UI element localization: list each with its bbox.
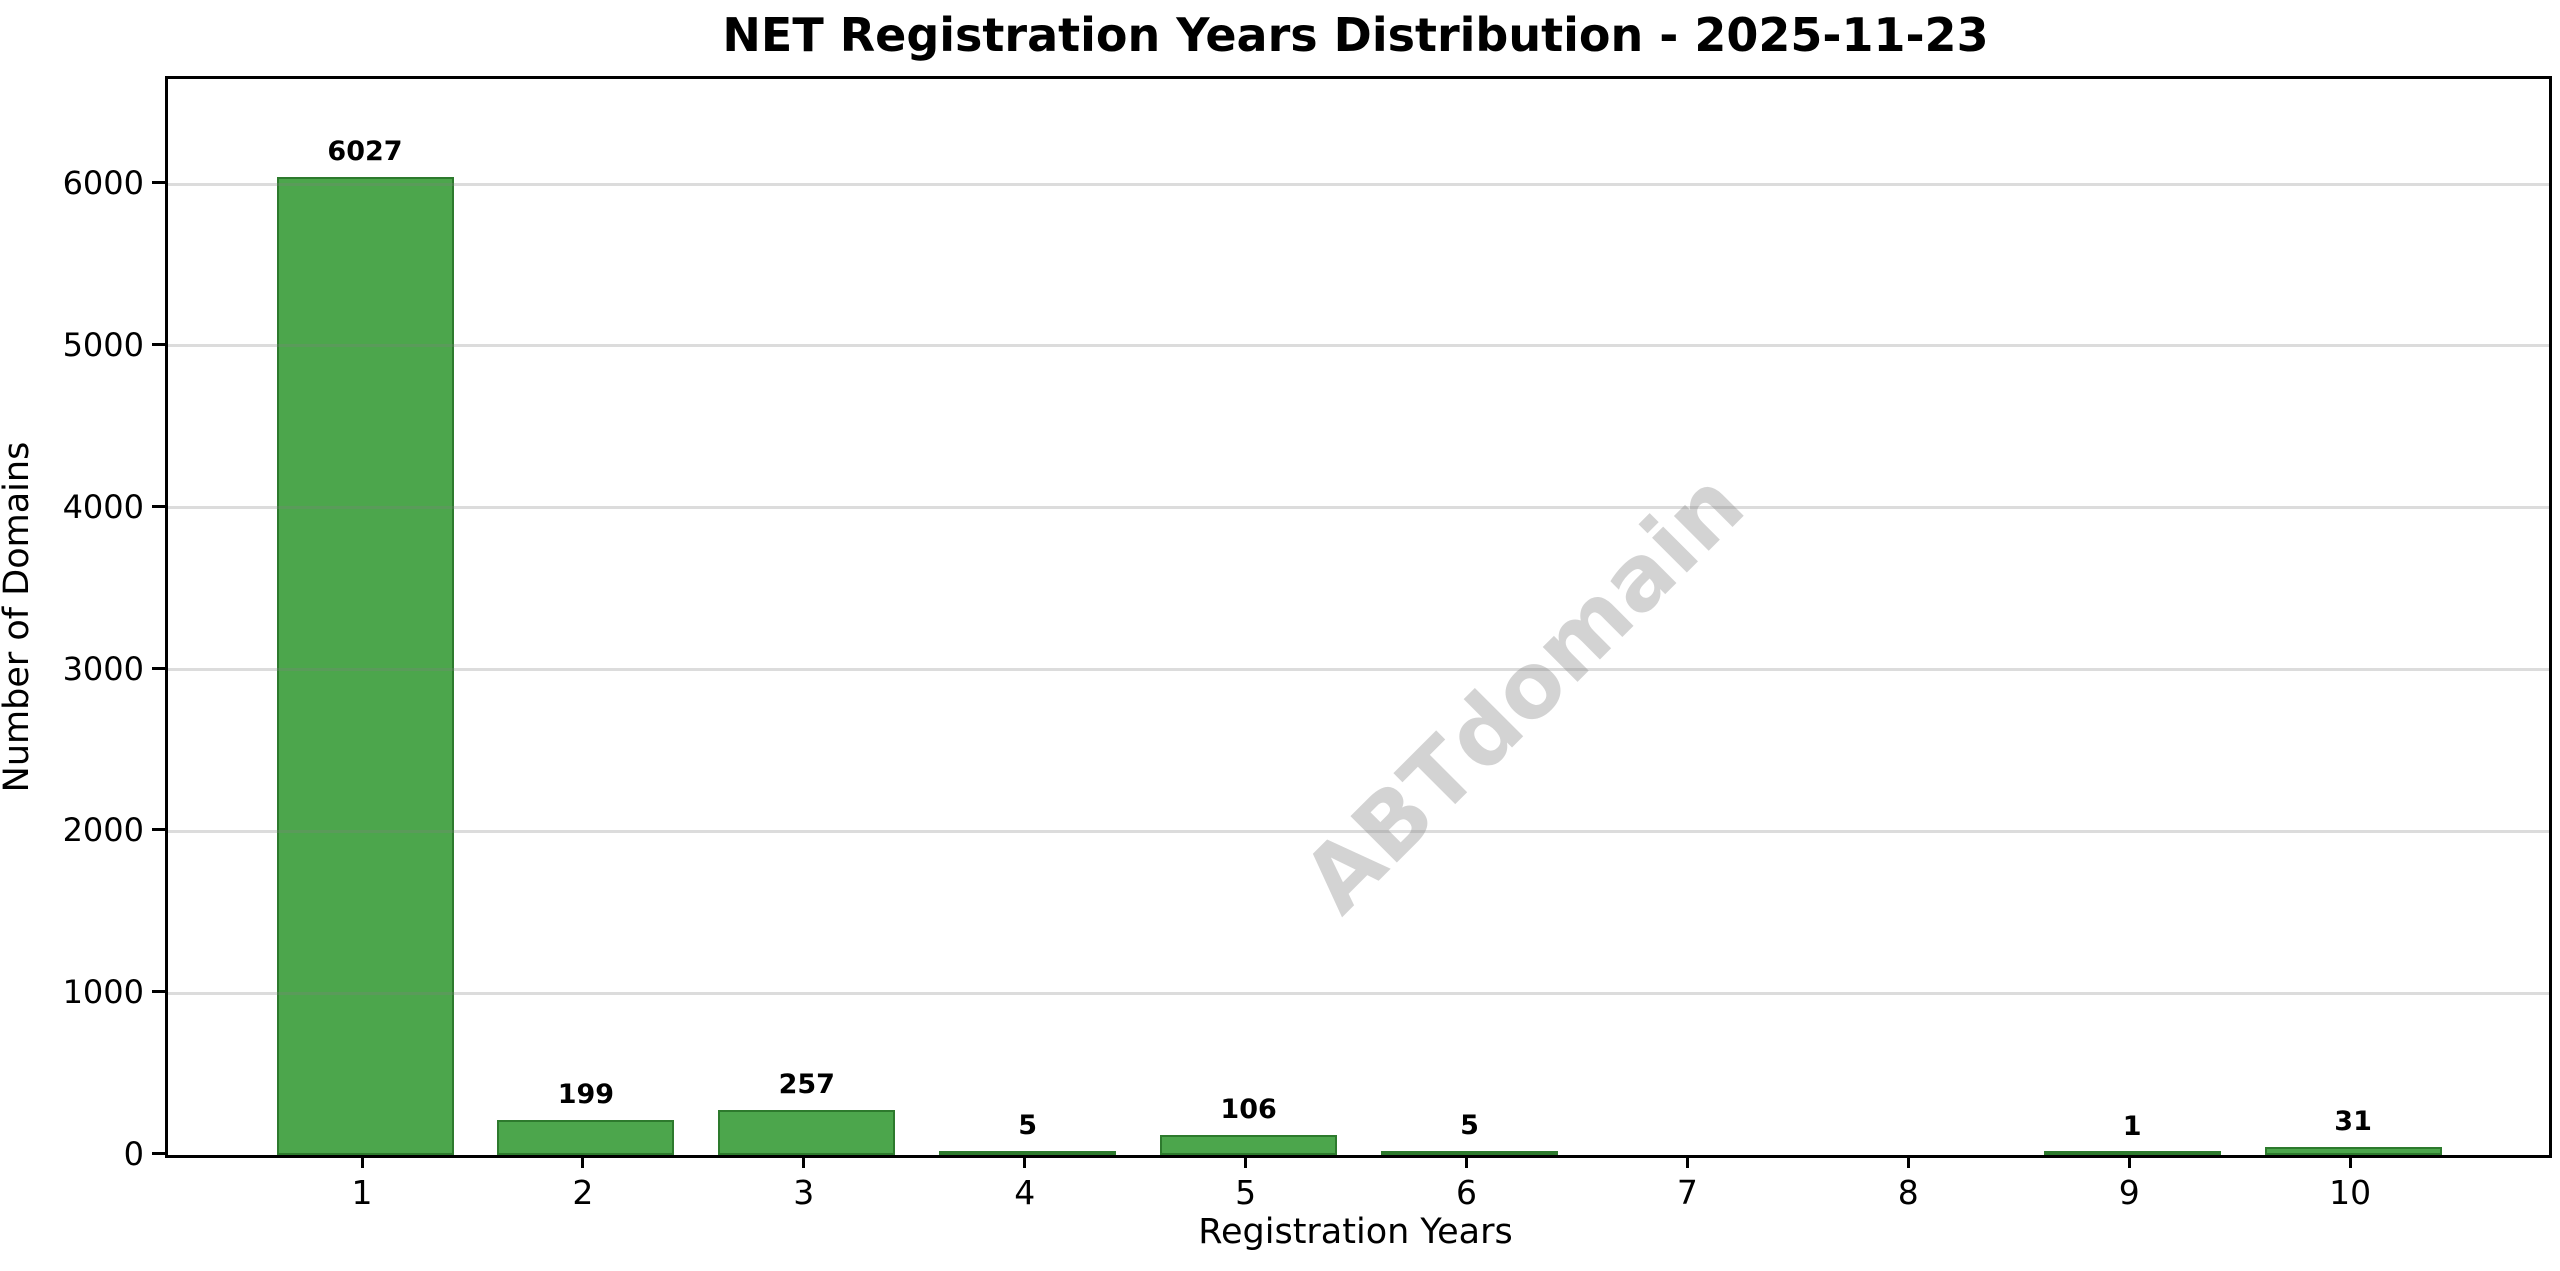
y-tick-label: 0 xyxy=(123,1135,144,1173)
x-tick-label: 8 xyxy=(1897,1173,1919,1212)
y-tick-label: 1000 xyxy=(62,973,144,1012)
y-axis-label: Number of Domains xyxy=(0,441,37,793)
bar-value-label: 257 xyxy=(778,1069,835,1100)
bar-value-label: 5 xyxy=(1018,1110,1038,1141)
bar xyxy=(2264,1147,2442,1155)
y-tick-label: 6000 xyxy=(62,164,144,203)
x-tick-mark xyxy=(1465,1155,1468,1168)
x-tick-label: 2 xyxy=(572,1173,594,1212)
watermark: ABTdomain xyxy=(1283,452,1765,934)
gridline xyxy=(168,506,2549,510)
y-tick-mark xyxy=(152,828,165,832)
x-tick-label: 1 xyxy=(351,1173,373,1212)
chart-title: NET Registration Years Distribution - 20… xyxy=(722,8,1989,62)
bar xyxy=(1381,1151,1558,1155)
bar xyxy=(718,1110,896,1155)
x-tick-label: 6 xyxy=(1456,1173,1477,1212)
y-tick-mark xyxy=(152,342,165,346)
x-tick-label: 4 xyxy=(1014,1173,1036,1212)
x-tick-label: 7 xyxy=(1676,1173,1698,1212)
x-tick-mark xyxy=(2348,1155,2352,1168)
x-tick-label: 5 xyxy=(1235,1173,1257,1212)
x-axis-label: Registration Years xyxy=(1198,1212,1513,1252)
x-tick-mark xyxy=(802,1155,806,1168)
bar xyxy=(2043,1151,2221,1155)
bar-value-label: 1 xyxy=(2122,1111,2142,1142)
gridline xyxy=(168,991,2549,995)
plot-area: 6027 199 257 5 106 5 1 31 ABTdomain xyxy=(165,76,2552,1158)
bar-value-label: 199 xyxy=(557,1079,615,1110)
bar xyxy=(276,177,454,1155)
gridline xyxy=(168,182,2549,186)
bar xyxy=(1160,1135,1338,1155)
y-tick-mark xyxy=(152,181,165,185)
y-tick-label: 3000 xyxy=(62,649,144,688)
x-tick-label: 9 xyxy=(2118,1173,2140,1212)
x-tick-mark xyxy=(360,1155,364,1168)
y-tick-mark xyxy=(152,504,165,508)
bar-value-label: 6027 xyxy=(327,136,403,167)
gridline xyxy=(168,668,2549,672)
y-tick-label: 4000 xyxy=(62,487,144,526)
y-tick-mark xyxy=(152,1152,165,1155)
x-tick-mark xyxy=(1244,1155,1248,1168)
y-tick-mark xyxy=(152,666,165,670)
x-tick-label: 3 xyxy=(793,1173,815,1212)
bar xyxy=(939,1151,1117,1155)
x-tick-mark xyxy=(2127,1155,2131,1168)
gridline xyxy=(168,344,2549,348)
x-tick-label: 10 xyxy=(2329,1173,2372,1212)
y-tick-label: 2000 xyxy=(62,811,144,850)
y-tick-mark xyxy=(152,990,165,994)
x-tick-mark xyxy=(1685,1155,1689,1168)
x-tick-mark xyxy=(1906,1155,1910,1168)
bar-value-label: 31 xyxy=(2334,1106,2372,1137)
x-tick-mark xyxy=(1023,1155,1027,1168)
y-tick-label: 5000 xyxy=(62,325,144,364)
x-tick-mark xyxy=(581,1155,585,1168)
bar-value-label: 5 xyxy=(1460,1110,1479,1141)
gridline xyxy=(168,829,2549,833)
bar-value-label: 106 xyxy=(1220,1094,1277,1125)
bar xyxy=(497,1120,675,1155)
